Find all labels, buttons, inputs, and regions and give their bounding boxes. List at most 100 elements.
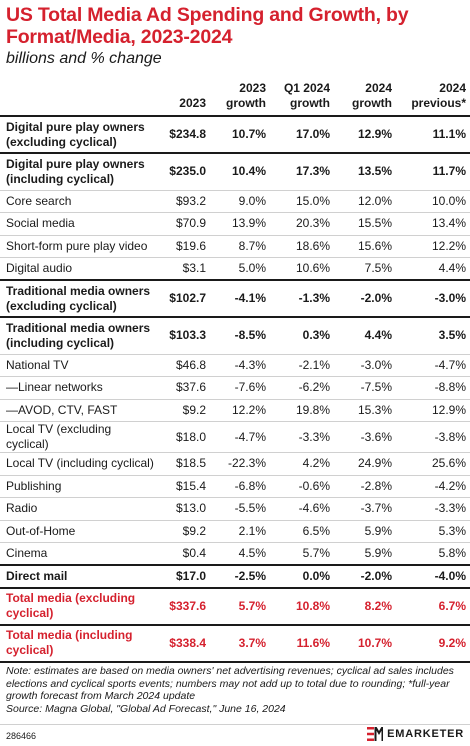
- table-cell: $19.6: [158, 235, 210, 258]
- table-cell: 6.5%: [270, 520, 334, 543]
- table-row: —Linear networks $37.6 -7.6% -6.2% -7.5% -8.8…: [0, 376, 470, 400]
- table-cell: 12.9%: [396, 399, 470, 422]
- column-header: Q1 2024 growth: [270, 80, 334, 117]
- table-cell: 4.4%: [396, 257, 470, 281]
- table-row: Cinema $0.4 4.5% 5.7% 5.9% 5.8%: [0, 542, 470, 566]
- table-row: Local TV (including cyclical) $18.5 -22.3%…: [0, 452, 470, 476]
- table-cell: 8.2%: [334, 587, 396, 626]
- table-cell: 17.0%: [270, 116, 334, 154]
- table-cell: $3.1: [158, 257, 210, 281]
- table-cell: $17.0: [158, 565, 210, 589]
- table-cell: 12.2%: [210, 399, 270, 422]
- column-header-line1: 2024: [439, 81, 466, 95]
- row-label: Direct mail: [0, 565, 158, 589]
- table-cell: $234.8: [158, 116, 210, 154]
- table-cell: 3.5%: [396, 317, 470, 355]
- table-row: Out-of-Home $9.2 2.1% 6.5% 5.9% 5.3%: [0, 520, 470, 543]
- column-header-line2: growth: [226, 96, 266, 110]
- table-cell: 12.9%: [334, 116, 396, 154]
- table-cell: 0.3%: [270, 317, 334, 355]
- table-cell: -1.3%: [270, 280, 334, 318]
- column-header: 2023 growth: [210, 80, 270, 117]
- row-label: Publishing: [0, 475, 158, 498]
- table-cell: -3.8%: [396, 421, 470, 453]
- table-cell: -2.0%: [334, 280, 396, 318]
- table-cell: 15.6%: [334, 235, 396, 258]
- table-cell: $235.0: [158, 153, 210, 191]
- row-label: National TV: [0, 354, 158, 377]
- table-cell: 10.6%: [270, 257, 334, 281]
- table-cell: 10.4%: [210, 153, 270, 191]
- column-header: 2024 previous*: [396, 80, 470, 117]
- row-label: Total media (excluding cyclical): [0, 587, 158, 626]
- brand-name: EMARKETER: [387, 728, 464, 740]
- table-header-row: 2023 2023 growth Q1 2024 growth 2024 growth 202…: [0, 80, 470, 117]
- table-cell: $18.5: [158, 452, 210, 476]
- column-header-line1: 2024: [365, 81, 392, 95]
- column-header-line2: growth: [352, 96, 392, 110]
- table-cell: -3.3%: [396, 497, 470, 521]
- table-cell: -8.5%: [210, 317, 270, 355]
- table-cell: $13.0: [158, 497, 210, 521]
- row-label: Traditional media owners (including cycl…: [0, 317, 158, 355]
- table-cell: 5.8%: [396, 542, 470, 566]
- table-cell: $18.0: [158, 421, 210, 453]
- row-label: Cinema: [0, 542, 158, 566]
- row-label: Social media: [0, 212, 158, 236]
- table-cell: -3.7%: [334, 497, 396, 521]
- table-cell: 9.2%: [396, 624, 470, 663]
- row-label: Local TV (including cyclical): [0, 452, 158, 476]
- table-cell: -3.0%: [396, 280, 470, 318]
- table-row: Publishing $15.4 -6.8% -0.6% -2.8% -4.2%: [0, 475, 470, 498]
- source-line: Source: Magna Global, "Global Ad Forecas…: [6, 702, 286, 715]
- table-cell: 10.8%: [270, 587, 334, 626]
- row-label: —Linear networks: [0, 376, 158, 400]
- table-cell: -2.8%: [334, 475, 396, 498]
- table-cell: -6.8%: [210, 475, 270, 498]
- table-cell: 18.6%: [270, 235, 334, 258]
- table-cell: 10.7%: [334, 624, 396, 663]
- footnote: Note: estimates are based on media owner…: [6, 665, 454, 702]
- table-cell: 10.0%: [396, 190, 470, 213]
- notes-block: Note: estimates are based on media owner…: [6, 665, 464, 715]
- table-cell: -8.8%: [396, 376, 470, 400]
- table-cell: 24.9%: [334, 452, 396, 476]
- row-label: Traditional media owners (excluding cycl…: [0, 280, 158, 318]
- table-cell: -7.5%: [334, 376, 396, 400]
- table-row: National TV $46.8 -4.3% -2.1% -3.0% -4.7%: [0, 354, 470, 377]
- table-cell: -3.0%: [334, 354, 396, 377]
- table-cell: 15.3%: [334, 399, 396, 422]
- table-cell: 12.0%: [334, 190, 396, 213]
- chart-title: US Total Media Ad Spending and Growth, b…: [6, 4, 409, 48]
- table-cell: 6.7%: [396, 587, 470, 626]
- column-header-line1: Q1 2024: [283, 81, 330, 95]
- table-cell: 11.6%: [270, 624, 334, 663]
- table-cell: 25.6%: [396, 452, 470, 476]
- table-cell: -4.6%: [270, 497, 334, 521]
- data-table: 2023 2023 growth Q1 2024 growth 2024 growth 202…: [0, 80, 470, 663]
- table-cell: 5.0%: [210, 257, 270, 281]
- table-cell: -4.7%: [210, 421, 270, 453]
- row-label: Digital pure play owners (excluding cycl…: [0, 116, 158, 154]
- table-cell: $338.4: [158, 624, 210, 663]
- table-row: Digital pure play owners (excluding cycl…: [0, 116, 470, 154]
- table-cell: 3.7%: [210, 624, 270, 663]
- table-cell: -6.2%: [270, 376, 334, 400]
- table-cell: 4.4%: [334, 317, 396, 355]
- row-label: Digital audio: [0, 257, 158, 281]
- table-cell: $9.2: [158, 399, 210, 422]
- column-header-line2: previous*: [411, 96, 466, 110]
- table-row: Social media $70.9 13.9% 20.3% 15.5% 13.4%: [0, 212, 470, 236]
- table-cell: $46.8: [158, 354, 210, 377]
- table-cell: -3.6%: [334, 421, 396, 453]
- table-row: Traditional media owners (excluding cycl…: [0, 280, 470, 318]
- table-row: Total media (excluding cyclical) $337.6 5.…: [0, 587, 470, 626]
- table-cell: -4.7%: [396, 354, 470, 377]
- table-cell: -2.0%: [334, 565, 396, 589]
- table-cell: 5.7%: [270, 542, 334, 566]
- table-row: Local TV (excluding cyclical) $18.0 -4.7% -…: [0, 421, 470, 453]
- table-cell: 5.7%: [210, 587, 270, 626]
- table-cell: 5.3%: [396, 520, 470, 543]
- row-label: Core search: [0, 190, 158, 213]
- table-cell: -0.6%: [270, 475, 334, 498]
